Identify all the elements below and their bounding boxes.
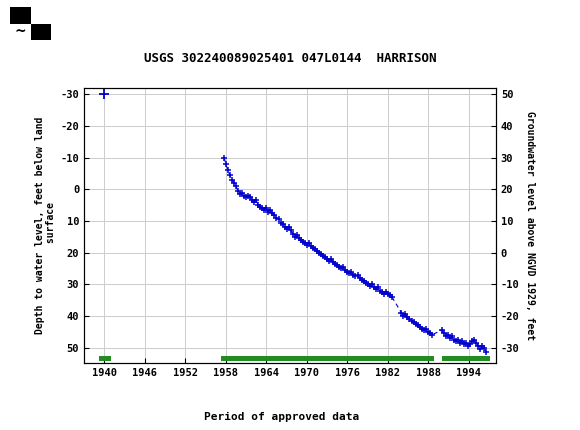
Bar bbox=[31, 24, 51, 40]
Y-axis label: Groundwater level above NGVD 1929, feet: Groundwater level above NGVD 1929, feet bbox=[525, 111, 535, 340]
Text: ~: ~ bbox=[35, 8, 47, 22]
Text: ~: ~ bbox=[14, 25, 27, 39]
Bar bbox=[10, 7, 31, 24]
Text: USGS 302240089025401 047L0144  HARRISON: USGS 302240089025401 047L0144 HARRISON bbox=[144, 52, 436, 64]
Text: USGS: USGS bbox=[67, 14, 130, 34]
Text: Period of approved data: Period of approved data bbox=[204, 412, 360, 422]
Bar bbox=[10, 7, 51, 40]
Y-axis label: Depth to water level, feet below land
 surface: Depth to water level, feet below land su… bbox=[35, 117, 56, 335]
